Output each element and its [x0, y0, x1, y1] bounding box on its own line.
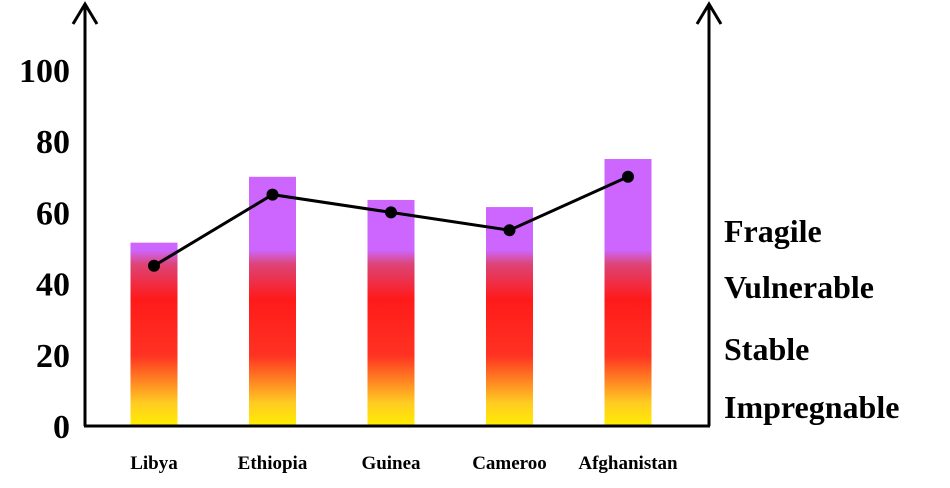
y-axis-left-arrow-icon	[71, 1, 99, 25]
bar-libya	[130, 242, 178, 426]
x-tick-label: Libya	[130, 453, 178, 474]
y-axis-right-arrow-icon	[695, 1, 723, 25]
zone-label-impregnable: Impregnable	[724, 389, 899, 425]
y-tick-label: 80	[36, 124, 70, 161]
y-tick-label: 100	[19, 53, 70, 90]
bar-cameroo	[486, 207, 533, 426]
zone-labels: Fragile Vulnerable Stable Impregnable	[724, 213, 899, 425]
line-point-guinea	[385, 206, 397, 219]
bars-layer	[130, 159, 652, 426]
y-tick-label: 60	[36, 195, 70, 232]
line-point-libya	[148, 259, 160, 272]
bar-ethiopia	[249, 176, 296, 426]
x-tick-label: Ethiopia	[238, 453, 308, 474]
zone-label-fragile: Fragile	[724, 213, 822, 249]
bar-guinea	[367, 199, 415, 426]
bar-afghanistan	[604, 159, 652, 426]
y-tick-label: 40	[36, 267, 70, 304]
line-point-afghanistan	[622, 170, 634, 183]
x-tick-label: Afghanistan	[578, 453, 678, 474]
line-point-cameroo	[503, 224, 516, 237]
line-point-ethiopia	[266, 188, 279, 201]
x-tick-label: Guinea	[361, 453, 421, 474]
x-tick-label: Cameroo	[472, 453, 547, 474]
y-tick-label: 0	[53, 409, 70, 446]
x-tick-labels: Libya Ethiopia Guinea Cameroo Afghanistan	[130, 453, 678, 474]
y-tick-labels: 0 20 40 60 80 100	[19, 53, 70, 446]
zone-label-stable: Stable	[724, 331, 809, 367]
zone-label-vulnerable: Vulnerable	[724, 269, 874, 305]
axes-layer	[71, 1, 723, 428]
y-tick-label: 20	[36, 338, 70, 375]
line-layer	[148, 170, 634, 272]
